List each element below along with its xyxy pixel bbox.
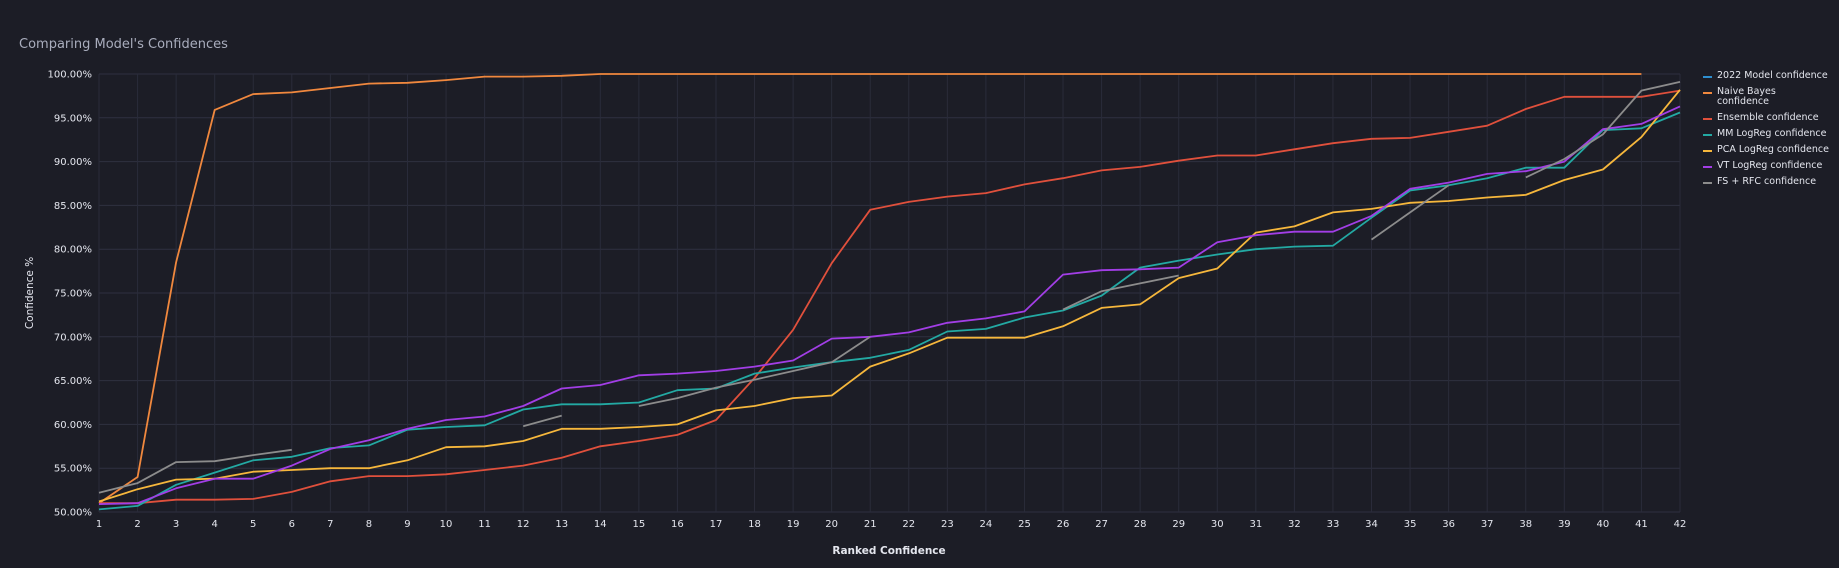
- legend-label: 2022 Model confidence: [1717, 70, 1828, 81]
- y-tick-label: 100.00%: [48, 70, 93, 81]
- x-tick-label: 27: [1095, 519, 1108, 530]
- y-tick-label: 75.00%: [54, 289, 92, 300]
- legend-swatch: [1703, 118, 1712, 120]
- x-tick-label: 20: [825, 519, 838, 530]
- y-tick-label: 65.00%: [54, 376, 92, 387]
- legend-swatch: [1703, 150, 1712, 152]
- legend-label: Naive Bayes confidence: [1717, 86, 1776, 107]
- legend-swatch: [1703, 92, 1712, 94]
- legend-item-ensemble-confidence[interactable]: Ensemble confidence: [1703, 113, 1839, 123]
- y-tick-label: 70.00%: [54, 332, 92, 343]
- series-line-pca-logreg-confidence: [98, 89, 1681, 503]
- y-tick-label: 95.00%: [54, 113, 92, 124]
- x-tick-label: 41: [1635, 519, 1648, 530]
- x-tick-label: 23: [941, 519, 954, 530]
- y-tick-label: 60.00%: [54, 420, 92, 431]
- x-tick-label: 26: [1057, 519, 1070, 530]
- x-tick-label: 42: [1674, 519, 1687, 530]
- y-tick-label: 55.00%: [54, 464, 92, 475]
- y-tick-label: 90.00%: [54, 157, 92, 168]
- x-tick-label: 18: [748, 519, 761, 530]
- x-tick-label: 5: [250, 519, 256, 530]
- x-tick-label: 38: [1519, 519, 1532, 530]
- legend-label: Ensemble confidence: [1717, 112, 1819, 123]
- x-tick-label: 6: [289, 519, 295, 530]
- series-line-fs-rfc-confidence: [1525, 81, 1681, 179]
- series-line-naive-bayes-confidence: [98, 73, 1642, 504]
- x-tick-label: 11: [478, 519, 491, 530]
- x-tick-label: 24: [980, 519, 993, 530]
- x-tick-label: 29: [1172, 519, 1185, 530]
- y-tick-label: 80.00%: [54, 245, 92, 256]
- x-tick-label: 13: [555, 519, 568, 530]
- series-line-fs-rfc-confidence: [638, 336, 871, 407]
- x-tick-label: 9: [404, 519, 410, 530]
- series-line-ensemble-confidence: [99, 89, 1681, 505]
- x-tick-label: 2: [134, 519, 140, 530]
- legend-label: VT LogReg confidence: [1717, 160, 1823, 171]
- x-tick-label: 3: [173, 519, 179, 530]
- legend-swatch: [1703, 166, 1712, 168]
- x-tick-label: 10: [440, 519, 453, 530]
- x-tick-label: 21: [864, 519, 877, 530]
- series-line-fs-rfc-confidence: [1370, 184, 1450, 241]
- legend-item-mm-logreg-confidence[interactable]: MM LogReg confidence: [1703, 129, 1839, 139]
- x-axis-label: Ranked Confidence: [832, 545, 945, 557]
- legend-label: FS + RFC confidence: [1717, 176, 1817, 187]
- y-tick-label: 50.00%: [54, 508, 92, 519]
- x-tick-label: 36: [1442, 519, 1455, 530]
- x-tick-label: 4: [211, 519, 217, 530]
- x-tick-label: 31: [1249, 519, 1262, 530]
- legend-item-2022-model-confidence[interactable]: 2022 Model confidence: [1703, 71, 1839, 81]
- x-tick-label: 17: [710, 519, 723, 530]
- x-tick-label: 34: [1365, 519, 1378, 530]
- x-tick-label: 32: [1288, 519, 1301, 530]
- x-tick-label: 25: [1018, 519, 1031, 530]
- legend-item-naive-bayes-confidence[interactable]: Naive Bayes confidence: [1703, 87, 1839, 107]
- x-tick-label: 22: [902, 519, 915, 530]
- x-tick-label: 35: [1404, 519, 1417, 530]
- legend-swatch: [1703, 76, 1712, 78]
- series-line-fs-rfc-confidence: [1062, 274, 1179, 311]
- x-tick-label: 28: [1134, 519, 1147, 530]
- x-tick-label: 8: [366, 519, 372, 530]
- legend-item-fs-rfc-confidence[interactable]: FS + RFC confidence: [1703, 177, 1839, 187]
- x-tick-label: 37: [1481, 519, 1494, 530]
- series-line-fs-rfc-confidence: [98, 448, 292, 494]
- series-line-fs-rfc-confidence: [522, 414, 562, 428]
- x-tick-label: 30: [1211, 519, 1224, 530]
- legend-label: MM LogReg confidence: [1717, 128, 1827, 139]
- chart-legend: 2022 Model confidence Naive Bayes confide…: [1703, 71, 1839, 193]
- y-axis-label: Confidence %: [24, 257, 36, 329]
- legend-item-pca-logreg-confidence[interactable]: PCA LogReg confidence: [1703, 145, 1839, 155]
- x-tick-label: 16: [671, 519, 684, 530]
- x-tick-label: 12: [517, 519, 530, 530]
- legend-swatch: [1703, 182, 1712, 184]
- x-tick-label: 19: [787, 519, 800, 530]
- chart-title: Comparing Model's Confidences: [19, 37, 228, 52]
- x-tick-label: 40: [1597, 519, 1610, 530]
- series-line-mm-logreg-confidence: [98, 111, 1681, 511]
- x-tick-label: 1: [96, 519, 102, 530]
- x-tick-label: 39: [1558, 519, 1571, 530]
- legend-item-vt-logreg-confidence[interactable]: VT LogReg confidence: [1703, 161, 1839, 171]
- series-line-vt-logreg-confidence: [98, 105, 1681, 505]
- legend-label: PCA LogReg confidence: [1717, 144, 1829, 155]
- y-tick-label: 85.00%: [54, 201, 92, 212]
- x-tick-label: 7: [327, 519, 333, 530]
- x-tick-label: 33: [1327, 519, 1340, 530]
- x-tick-label: 15: [632, 519, 645, 530]
- x-tick-label: 14: [594, 519, 607, 530]
- legend-swatch: [1703, 134, 1712, 136]
